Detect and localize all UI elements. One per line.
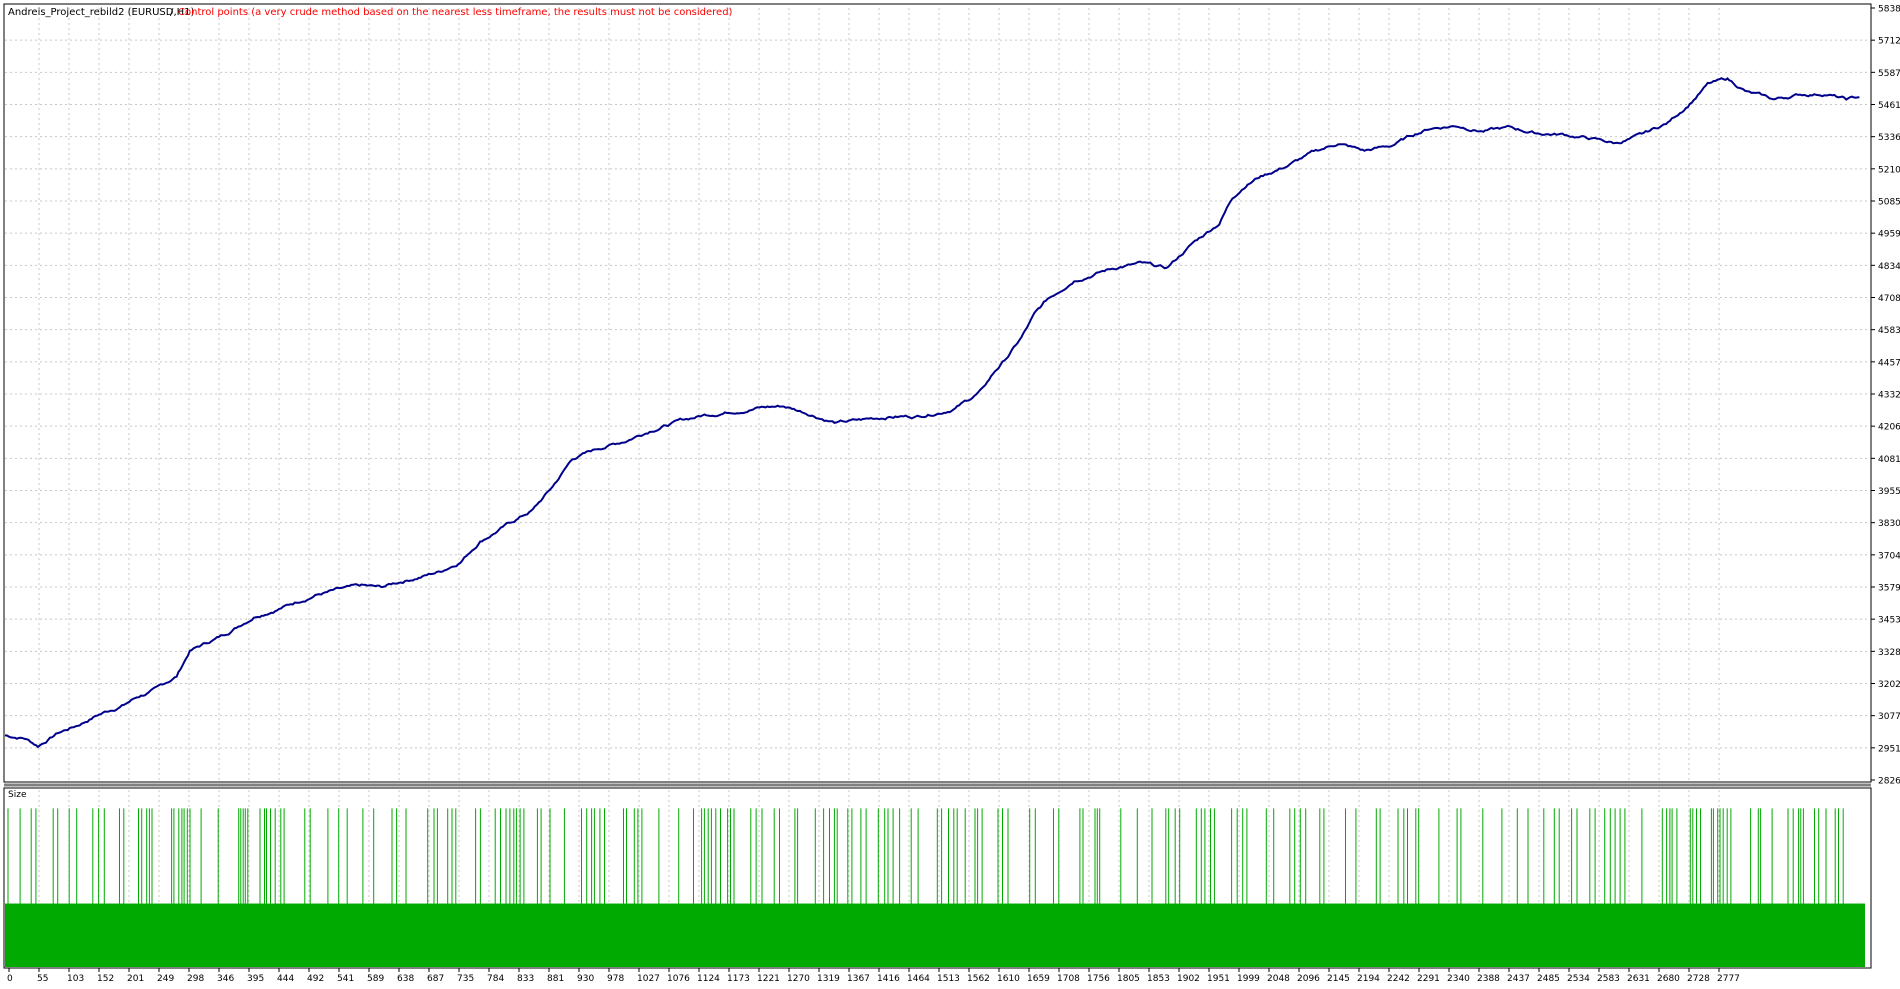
x-tick-label: 1610	[997, 974, 1020, 984]
x-tick-label: 152	[97, 974, 114, 984]
x-tick-label: 930	[577, 974, 594, 984]
x-tick-label: 1999	[1237, 974, 1260, 984]
x-tick-label: 784	[487, 974, 504, 984]
x-tick-label: 1416	[877, 974, 900, 984]
y-tick-label: 4081	[1878, 455, 1900, 465]
x-tick-label: 1173	[727, 974, 750, 984]
y-tick-label: 5712	[1878, 37, 1900, 47]
y-tick-label: 4834	[1878, 262, 1900, 272]
x-tick-label: 0	[7, 974, 13, 984]
x-tick-label: 2194	[1357, 974, 1380, 984]
x-tick-label: 1951	[1207, 974, 1230, 984]
x-tick-label: 1464	[907, 974, 930, 984]
y-tick-label: 3202	[1878, 680, 1900, 690]
x-tick-label: 2534	[1567, 974, 1590, 984]
x-tick-label: 1270	[787, 974, 810, 984]
x-tick-label: 2631	[1627, 974, 1650, 984]
x-tick-label: 2242	[1387, 974, 1410, 984]
x-tick-label: 1124	[697, 974, 720, 984]
x-tick-label: 103	[67, 974, 84, 984]
x-axis: 0 55 103 152 201 249 298 346 395 444 492 541 589 638 6…	[7, 968, 1740, 984]
x-tick-label: 978	[607, 974, 624, 984]
x-tick-label: 2777	[1717, 974, 1740, 984]
x-tick-label: 1708	[1057, 974, 1080, 984]
y-tick-label: 4959	[1878, 230, 1900, 240]
main-grid	[5, 8, 1870, 780]
x-tick-label: 2437	[1507, 974, 1530, 984]
y-axis: 5838 5712 5587 5461 5336 5210 5085 4959 4834 4708…	[1871, 5, 1900, 787]
y-tick-label: 3453	[1878, 616, 1900, 626]
x-tick-label: 1659	[1027, 974, 1050, 984]
y-tick-label: 5587	[1878, 69, 1900, 79]
balance-line	[4, 77, 1860, 749]
x-tick-label: 1513	[937, 974, 960, 984]
x-tick-label: 1367	[847, 974, 870, 984]
x-tick-label: 201	[127, 974, 144, 984]
y-tick-label: 5210	[1878, 165, 1900, 175]
x-tick-label: 638	[397, 974, 414, 984]
title-separator: /	[170, 7, 174, 18]
x-tick-label: 1805	[1117, 974, 1140, 984]
y-tick-label: 4332	[1878, 391, 1900, 401]
y-tick-label: 5336	[1878, 133, 1900, 143]
x-tick-label: 2048	[1267, 974, 1290, 984]
x-tick-label: 444	[277, 974, 294, 984]
y-tick-label: 4583	[1878, 326, 1900, 336]
x-tick-label: 589	[367, 974, 384, 984]
y-tick-label: 3955	[1878, 487, 1900, 497]
x-tick-label: 1853	[1147, 974, 1170, 984]
x-tick-label: 2485	[1537, 974, 1560, 984]
x-tick-label: 346	[217, 974, 234, 984]
x-tick-label: 1902	[1177, 974, 1200, 984]
x-tick-label: 298	[187, 974, 204, 984]
y-tick-label: 5838	[1878, 5, 1900, 15]
y-tick-label: 5085	[1878, 198, 1900, 208]
y-tick-label: 4206	[1878, 423, 1900, 433]
y-tick-label: 3830	[1878, 519, 1900, 529]
x-tick-label: 1027	[637, 974, 660, 984]
y-tick-label: 4457	[1878, 358, 1900, 368]
y-tick-label: 3328	[1878, 648, 1900, 658]
x-tick-label: 541	[337, 974, 354, 984]
x-tick-label: 249	[157, 974, 174, 984]
chart-title: Andreis_Project_rebild2 (EURUSD,H1)	[8, 7, 195, 18]
y-tick-label: 2826	[1878, 777, 1900, 787]
x-tick-label: 492	[307, 974, 324, 984]
control-points-warning: Control points (a very crude method base…	[178, 7, 733, 18]
x-tick-label: 2096	[1297, 974, 1320, 984]
main-panel	[3, 3, 1872, 783]
x-tick-label: 2728	[1687, 974, 1710, 984]
x-tick-label: 687	[427, 974, 444, 984]
x-tick-label: 833	[517, 974, 534, 984]
x-tick-label: 1076	[667, 974, 690, 984]
size-panel-label: Size	[8, 790, 27, 800]
y-tick-label: 5461	[1878, 101, 1900, 111]
x-tick-label: 735	[457, 974, 474, 984]
x-tick-label: 1756	[1087, 974, 1110, 984]
x-tick-label: 1562	[967, 974, 990, 984]
y-tick-label: 3579	[1878, 584, 1900, 594]
x-tick-label: 2583	[1597, 974, 1620, 984]
x-tick-label: 2145	[1327, 974, 1350, 984]
y-tick-label: 4708	[1878, 294, 1900, 304]
x-tick-label: 2388	[1477, 974, 1500, 984]
x-tick-label: 55	[37, 974, 48, 984]
x-tick-label: 2340	[1447, 974, 1470, 984]
x-tick-label: 2680	[1657, 974, 1680, 984]
x-tick-label: 395	[247, 974, 264, 984]
x-tick-label: 2291	[1417, 974, 1440, 984]
y-tick-label: 3077	[1878, 712, 1900, 722]
x-tick-label: 881	[547, 974, 564, 984]
size-baseline-block	[5, 903, 1865, 967]
x-tick-label: 1221	[757, 974, 780, 984]
y-tick-label: 3704	[1878, 551, 1900, 561]
y-tick-label: 2951	[1878, 744, 1900, 754]
balance-series	[4, 77, 1860, 749]
x-tick-label: 1319	[817, 974, 840, 984]
size-bars	[5, 808, 1865, 967]
